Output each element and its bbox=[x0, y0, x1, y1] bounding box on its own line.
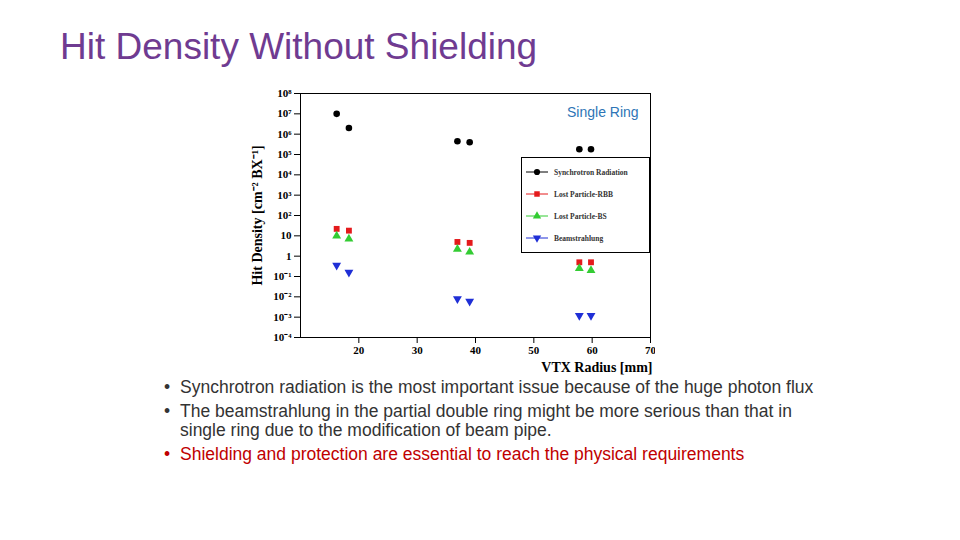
html-text:Lost Particle-BS: Lost Particle-BS bbox=[554, 211, 607, 221]
html-text:Single Ring: Single Ring bbox=[567, 104, 639, 120]
svg-text:70: 70 bbox=[645, 344, 655, 356]
svg-text:VTX Radius [mm]: VTX Radius [mm] bbox=[541, 360, 652, 375]
svg-text:10⁴: 10⁴ bbox=[277, 168, 292, 180]
svg-text:10: 10 bbox=[281, 229, 293, 241]
svg-text:10⁶: 10⁶ bbox=[277, 128, 292, 140]
svg-text:10⁵: 10⁵ bbox=[277, 148, 292, 160]
svg-text:30: 30 bbox=[412, 344, 424, 356]
html-text:Synchrotron radiation is the m: Synchrotron radiation is the most import… bbox=[180, 377, 814, 397]
html-text:The beamstrahlung in the parti: The beamstrahlung in the partial double … bbox=[180, 400, 792, 440]
svg-text:60: 60 bbox=[587, 344, 599, 356]
svg-text:Hit Density [cm⁻² BX⁻¹]: Hit Density [cm⁻² BX⁻¹] bbox=[250, 145, 265, 285]
svg-text:10⁷: 10⁷ bbox=[277, 107, 292, 119]
html-text:Beamstrahlung: Beamstrahlung bbox=[554, 233, 604, 243]
svg-text:10⁻²: 10⁻² bbox=[273, 290, 292, 302]
html-text:Hit Density Without Shielding: Hit Density Without Shielding bbox=[60, 26, 538, 67]
html-text:Lost Particle-RBB: Lost Particle-RBB bbox=[554, 189, 613, 199]
svg-text:10²: 10² bbox=[277, 209, 292, 221]
svg-text:10³: 10³ bbox=[277, 189, 292, 201]
svg-text:20: 20 bbox=[353, 344, 365, 356]
svg-text:40: 40 bbox=[470, 344, 482, 356]
svg-text:1: 1 bbox=[286, 250, 292, 262]
svg-text:10⁻⁴: 10⁻⁴ bbox=[273, 331, 292, 343]
svg-text:10⁻³: 10⁻³ bbox=[273, 311, 292, 323]
html-text:Shielding and protection are e: Shielding and protection are essential t… bbox=[180, 443, 745, 464]
svg-text:10⁸: 10⁸ bbox=[277, 87, 292, 99]
svg-text:10⁻¹: 10⁻¹ bbox=[273, 270, 291, 282]
html-text:Synchrotron Radiation: Synchrotron Radiation bbox=[554, 167, 628, 177]
svg-text:50: 50 bbox=[528, 344, 540, 356]
